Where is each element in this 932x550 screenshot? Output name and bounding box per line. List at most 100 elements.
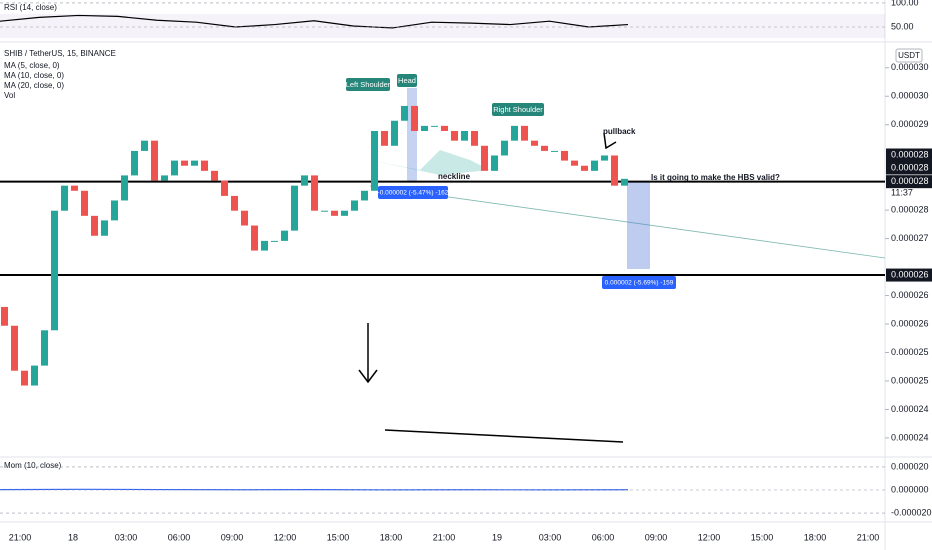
y-tick-label: 0.000030: [891, 91, 929, 101]
x-tick-label: 21:00: [433, 532, 456, 542]
rsi-line: [0, 14, 629, 29]
candle-body: [151, 140, 158, 181]
y-tick-label: 0.000026: [891, 318, 929, 328]
candle-body: [181, 160, 188, 166]
x-tick-label: 06:00: [168, 532, 191, 542]
candle-body: [581, 165, 588, 171]
candle-body: [241, 210, 248, 226]
y-tick-label: 0.000029: [891, 119, 929, 129]
candle-body: [71, 185, 78, 191]
y-tick-label: 0.000025: [891, 375, 929, 385]
label-box: [346, 78, 390, 91]
candle-body: [131, 150, 138, 176]
candle-body: [81, 190, 88, 216]
candle-body: [331, 210, 338, 216]
candle-body: [301, 175, 308, 186]
indicator-legend: Vol: [4, 91, 15, 100]
currency: USDT: [898, 51, 920, 60]
countdown: 11:37: [891, 187, 913, 197]
y-tick-label: 0.000027: [891, 233, 929, 243]
y-tick-label: 0.000000: [891, 484, 929, 494]
candle-body: [601, 155, 608, 161]
label-box: [397, 74, 417, 87]
candle-body: [51, 210, 58, 331]
candle-body: [491, 155, 498, 171]
x-tick-label: 15:00: [327, 532, 350, 542]
y-tick-label: 0.000026: [891, 290, 929, 300]
price-tag: [886, 268, 932, 282]
candle-body: [391, 120, 398, 146]
x-tick-label: 18:00: [380, 532, 403, 542]
price-tag: [886, 175, 932, 189]
x-tick-label: 03:00: [539, 532, 562, 542]
candle-body: [471, 130, 478, 146]
candle-body: [281, 230, 288, 241]
x-tick-label: 21:00: [9, 532, 32, 542]
pattern-fill: [370, 150, 490, 175]
candle-body: [101, 220, 108, 236]
price-tag-label: 0.000028: [891, 176, 929, 186]
measure-box: [407, 88, 417, 181]
candle-body: [521, 125, 528, 141]
candle-body: [161, 175, 168, 181]
y-tick-label: 0.000024: [891, 432, 929, 442]
label-box: [602, 276, 676, 289]
candle-body: [271, 240, 278, 242]
y-tick-label: 0.000024: [891, 404, 929, 414]
price-tag-label: 0.000026: [891, 269, 929, 279]
candle-body: [611, 155, 618, 186]
candle-body: [201, 160, 208, 171]
x-tick-label: 15:00: [751, 532, 774, 542]
arrow-head: [358, 369, 378, 384]
candle-body: [361, 190, 368, 201]
x-tick-label: 03:00: [115, 532, 138, 542]
price-tag-label: 0.000028: [891, 162, 929, 172]
annotation: Is it going to make the HBS valid?: [651, 173, 780, 182]
rsi-title: RSI (14, close): [4, 3, 57, 12]
candle-body: [481, 145, 488, 171]
candle-body: [421, 125, 428, 131]
x-tick-label: 18:00: [804, 532, 827, 542]
candle-body: [41, 330, 48, 366]
candle-body: [31, 365, 38, 386]
measure-label: -0.000002 (-5.47%) -162: [378, 190, 449, 197]
x-tick-label: 09:00: [221, 532, 244, 542]
candle-body: [501, 140, 508, 156]
volume-trend-line: [384, 429, 624, 443]
label-box: [378, 186, 448, 199]
candle-body: [311, 175, 318, 211]
candle-body: [431, 125, 438, 127]
y-tick-label: -0.000020: [891, 507, 932, 517]
x-tick-label: 18: [68, 532, 78, 542]
candle-body: [231, 195, 238, 211]
y-tick-label: 100.00: [891, 0, 919, 7]
y-tick-label: 0.000030: [891, 62, 929, 72]
symbol-title: SHIB / TetherUS, 15, BINANCE: [4, 49, 116, 58]
candle-body: [531, 140, 538, 146]
candle-body: [261, 240, 268, 251]
y-tick-label: 0.000028: [891, 205, 929, 215]
trend-line: [369, 185, 886, 259]
x-tick-label: 12:00: [698, 532, 721, 542]
price-tag: [886, 161, 932, 175]
candle-body: [321, 210, 328, 212]
candle-body: [411, 105, 418, 131]
annotation: Left Shoulder: [346, 80, 391, 89]
annotation: Head: [398, 76, 416, 85]
candle-body: [451, 130, 458, 141]
annotation: pullback: [603, 127, 636, 136]
price-tag-label: 0.000028: [891, 149, 929, 159]
candle-body: [551, 150, 558, 152]
y-tick-label: 0.000020: [891, 461, 929, 471]
indicator-legend: MA (20, close, 0): [4, 81, 64, 90]
x-tick-label: 21:00: [857, 532, 880, 542]
candle-body: [371, 130, 378, 191]
candle-body: [541, 145, 548, 151]
annotations: Left Shoulder Head Right Shoulder neckli…: [346, 74, 780, 289]
candle-body: [11, 325, 18, 371]
candle-body: [441, 125, 448, 131]
candle-body: [211, 170, 218, 181]
candle-body: [351, 200, 358, 211]
candle-body: [171, 160, 178, 176]
